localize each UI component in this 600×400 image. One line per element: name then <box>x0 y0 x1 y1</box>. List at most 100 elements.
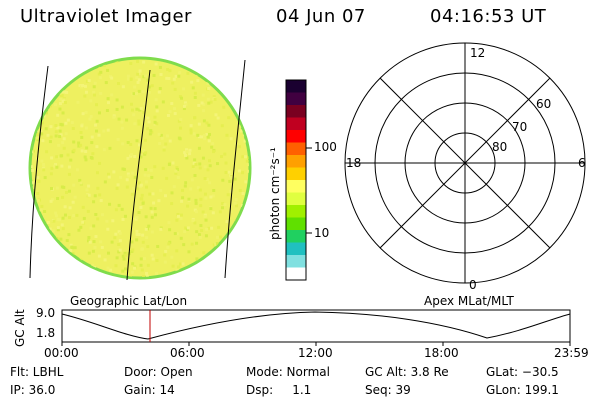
disk-texture-pixel <box>137 122 141 126</box>
disk-texture-pixel <box>148 192 152 196</box>
disk-texture-pixel <box>151 257 155 261</box>
disk-texture-pixel <box>88 117 92 121</box>
disk-texture-pixel <box>234 142 238 146</box>
disk-texture-pixel <box>48 70 52 74</box>
disk-texture-pixel <box>146 78 150 82</box>
disk-texture-pixel <box>46 82 50 86</box>
disk-texture-pixel <box>130 153 134 157</box>
disk-texture-pixel <box>153 120 157 124</box>
time-tick-1200: 12:00 <box>298 346 333 360</box>
disk-texture-pixel <box>232 79 236 83</box>
disk-texture-pixel <box>64 121 68 125</box>
disk-texture-pixel <box>149 206 153 210</box>
disk-texture-pixel <box>80 149 84 153</box>
disk-texture-pixel <box>247 213 249 217</box>
disk-texture-pixel <box>186 204 190 208</box>
disk-texture-pixel <box>123 251 127 255</box>
disk-texture-pixel <box>34 271 38 275</box>
disk-texture-pixel <box>159 133 163 137</box>
disk-texture-pixel <box>69 76 73 80</box>
disk-texture-pixel <box>241 250 245 254</box>
disk-texture-pixel <box>115 98 119 102</box>
disk-texture-pixel <box>243 155 247 159</box>
disk-texture-pixel <box>54 134 58 138</box>
disk-texture-pixel <box>219 235 223 239</box>
disk-texture-pixel <box>126 172 130 176</box>
disk-texture-pixel <box>44 127 48 131</box>
disk-texture-pixel <box>40 204 44 208</box>
disk-texture-pixel <box>63 65 67 69</box>
mlat-label-60: 60 <box>536 97 552 111</box>
disk-texture-pixel <box>42 168 46 172</box>
disk-texture-pixel <box>49 135 53 139</box>
disk-texture-pixel <box>53 71 57 75</box>
disk-texture-pixel <box>164 249 168 253</box>
disk-texture-pixel <box>52 61 56 65</box>
disk-texture-pixel <box>40 84 44 88</box>
disk-texture-pixel <box>170 255 174 259</box>
disk-texture-pixel <box>56 228 60 232</box>
disk-texture-pixel <box>118 248 122 252</box>
disk-texture-pixel <box>192 161 196 165</box>
disk-texture-pixel <box>244 267 248 271</box>
disk-texture-pixel <box>106 68 110 72</box>
disk-texture-pixel <box>130 102 134 106</box>
disk-texture-pixel <box>225 220 229 224</box>
disk-texture-pixel <box>243 220 247 224</box>
disk-texture-pixel <box>193 208 197 212</box>
disk-texture-pixel <box>150 130 154 134</box>
disk-texture-pixel <box>31 108 34 112</box>
disk-texture-pixel <box>63 213 67 217</box>
disk-texture-pixel <box>32 252 36 256</box>
disk-texture-pixel <box>33 227 37 231</box>
disk-texture-pixel <box>244 180 248 184</box>
disk-texture-pixel <box>117 243 121 247</box>
observation-date: 04 Jun 07 <box>276 6 366 27</box>
disk-texture-pixel <box>200 270 204 274</box>
disk-texture-pixel <box>93 93 97 97</box>
disk-texture-pixel <box>58 102 62 106</box>
disk-texture-pixel <box>88 59 92 63</box>
disk-texture-pixel <box>152 201 156 205</box>
disk-texture-pixel <box>58 107 62 111</box>
disk-texture-pixel <box>183 101 187 105</box>
disk-texture-pixel <box>89 114 93 118</box>
disk-texture-pixel <box>247 163 249 167</box>
disk-texture-pixel <box>211 69 215 73</box>
disk-texture-pixel <box>92 85 96 89</box>
disk-texture-pixel <box>203 192 207 196</box>
disk-texture-pixel <box>56 196 60 200</box>
gc-alt-tick-min: 1.8 <box>36 326 56 340</box>
disk-texture-pixel <box>247 124 249 128</box>
disk-texture-pixel <box>199 204 203 208</box>
disk-texture-pixel <box>90 135 94 139</box>
disk-texture-pixel <box>31 165 34 169</box>
disk-texture-pixel <box>70 266 74 270</box>
disk-texture-pixel <box>113 236 117 240</box>
disk-texture-pixel <box>120 126 124 130</box>
disk-texture-pixel <box>106 227 110 231</box>
disk-texture-pixel <box>237 145 241 149</box>
disk-texture-pixel <box>238 256 242 260</box>
disk-texture-pixel <box>38 100 42 104</box>
disk-texture-pixel <box>232 94 236 98</box>
mlat-label-70: 70 <box>512 120 528 134</box>
disk-texture-pixel <box>89 99 93 103</box>
disk-texture-pixel <box>135 232 139 236</box>
disk-texture-pixel <box>168 110 172 114</box>
disk-texture-pixel <box>144 180 148 184</box>
disk-texture-pixel <box>60 154 64 158</box>
disk-texture-pixel <box>99 199 103 203</box>
disk-texture-pixel <box>68 73 72 77</box>
disk-texture-pixel <box>67 216 71 220</box>
disk-texture-pixel <box>72 140 76 144</box>
disk-texture-pixel <box>52 260 56 264</box>
disk-texture-pixel <box>222 253 226 257</box>
disk-texture-pixel <box>54 124 58 128</box>
disk-texture-pixel <box>209 207 213 211</box>
disk-texture-pixel <box>62 146 66 150</box>
disk-texture-pixel <box>46 59 50 63</box>
disk-texture-pixel <box>72 214 76 218</box>
disk-texture-pixel <box>121 254 125 258</box>
disk-texture-pixel <box>98 193 102 197</box>
